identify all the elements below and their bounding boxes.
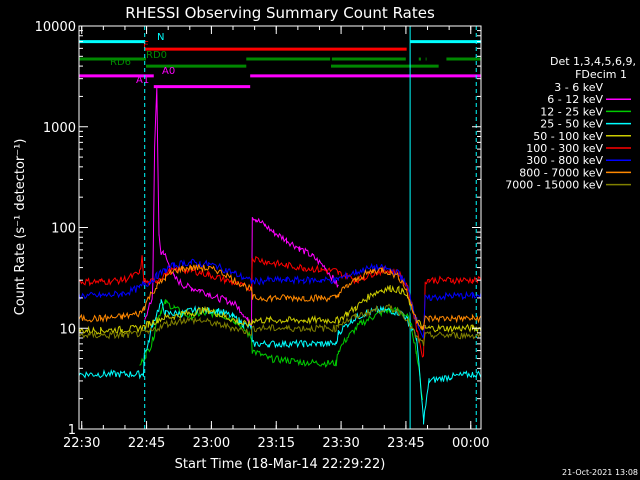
flag-label: A1 xyxy=(136,75,149,86)
x-tick-label: 22:30 xyxy=(63,436,100,451)
legend-entry-label: 800 - 7000 keV xyxy=(519,166,603,179)
series-line xyxy=(78,264,482,331)
y-tick-label: 1 xyxy=(68,423,76,438)
plot-area xyxy=(79,26,481,429)
legend-entry-label: 6 - 12 keV xyxy=(547,93,603,106)
legend-entry-label: 25 - 50 keV xyxy=(540,118,603,131)
series-line xyxy=(78,258,482,339)
x-tick-label: 23:00 xyxy=(193,436,230,451)
flag-label: RD6 xyxy=(110,57,131,68)
legend-entry-label: 300 - 800 keV xyxy=(526,154,603,167)
series-line xyxy=(78,303,482,347)
y-tick-label: 1000 xyxy=(43,121,76,136)
flag-label: F xyxy=(143,40,149,51)
x-tick-label: 23:15 xyxy=(258,436,295,451)
axis-ticks: 22:30 22:45 23:00 23:15 23:30 23:45 00:00 1 10 10… xyxy=(35,20,490,451)
series-line xyxy=(147,224,424,339)
series-group xyxy=(78,86,482,425)
flag-label: RD0 xyxy=(146,50,167,61)
legend-entry-label: 3 - 6 keV xyxy=(554,81,603,94)
legend-entry-label: 7000 - 15000 keV xyxy=(505,179,603,192)
legend-entry-label: 100 - 300 keV xyxy=(526,142,603,155)
legend-header-detectors: Det 1,3,4,5,6,9, xyxy=(550,55,636,68)
x-tick-label: 00:00 xyxy=(452,436,489,451)
legend-entry-label: 50 - 100 keV xyxy=(533,130,603,143)
legend-header-decimation: FDecim 1 xyxy=(575,68,627,81)
x-tick-label: 23:30 xyxy=(322,436,359,451)
chart-title: RHESSI Observing Summary Count Rates xyxy=(125,4,435,22)
y-tick-label: 10000 xyxy=(35,20,76,35)
y-tick-label: 100 xyxy=(51,222,76,237)
x-tick-label: 22:45 xyxy=(128,436,165,451)
flag-label: N xyxy=(157,32,164,43)
flag-label: A0 xyxy=(162,66,175,77)
generation-timestamp: 21-Oct-2021 13:08 xyxy=(562,468,638,477)
x-tick-label: 23:45 xyxy=(387,436,424,451)
y-axis-label: Count Rate (s⁻¹ detector⁻¹) xyxy=(13,139,28,316)
legend-entry-label: 12 - 25 keV xyxy=(540,105,603,118)
x-axis-label: Start Time (18-Mar-14 22:29:22) xyxy=(175,457,386,472)
y-tick-label: 10 xyxy=(59,322,76,337)
